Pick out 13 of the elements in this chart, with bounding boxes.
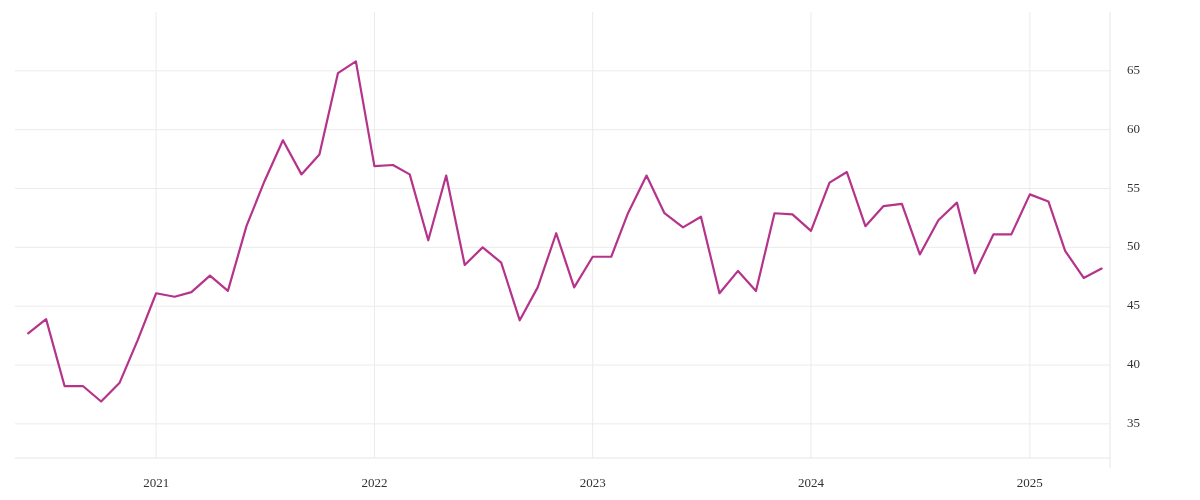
y-tick-label: 65 bbox=[1127, 61, 1140, 77]
x-tick-label: 2025 bbox=[1016, 475, 1043, 490]
y-tick-label: 40 bbox=[1127, 356, 1140, 372]
x-tick-label: 2022 bbox=[361, 475, 388, 490]
x-tick-label: 2023 bbox=[579, 475, 606, 490]
x-tick-label: 2021 bbox=[143, 475, 170, 490]
y-tick-label: 55 bbox=[1127, 179, 1140, 195]
y-tick-label: 45 bbox=[1127, 297, 1140, 313]
y-tick-label: 50 bbox=[1127, 238, 1140, 254]
y-tick-label: 35 bbox=[1127, 414, 1140, 430]
x-tick-label: 2024 bbox=[797, 475, 825, 490]
y-tick-label: 60 bbox=[1127, 120, 1140, 136]
line-series bbox=[27, 60, 1103, 403]
